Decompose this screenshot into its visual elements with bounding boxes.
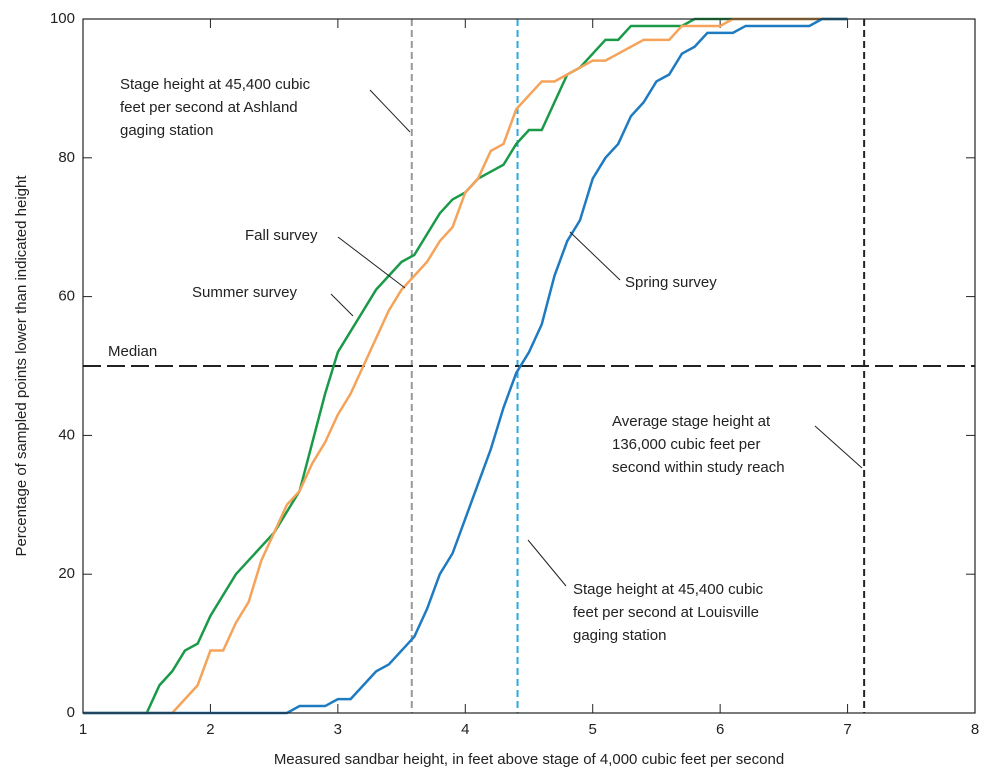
- x-tick-label: 3: [334, 721, 342, 738]
- x-tick-label: 1: [79, 721, 87, 738]
- annotation: second within study reach: [612, 459, 785, 476]
- series-label: Fall survey: [245, 227, 318, 244]
- y-tick-label: 60: [58, 288, 75, 305]
- annotation: feet per second at Louisville: [573, 604, 759, 621]
- series-label: Spring survey: [625, 274, 717, 291]
- x-tick-label: 2: [206, 721, 214, 738]
- series-line: [83, 17, 848, 715]
- series-label: Summer survey: [192, 284, 298, 301]
- x-tick-label: 8: [971, 721, 979, 738]
- y-tick-label: 100: [50, 10, 75, 27]
- x-tick-label: 4: [461, 721, 469, 738]
- leader-line: [814, 425, 863, 469]
- y-tick-label: 0: [67, 704, 75, 721]
- annotation: Stage height at 45,400 cubic: [573, 581, 764, 598]
- x-axis-label: Measured sandbar height, in feet above s…: [274, 751, 784, 768]
- leader-line: [330, 293, 354, 317]
- x-tick-label: 7: [843, 721, 851, 738]
- annotation: Stage height at 45,400 cubic: [120, 76, 311, 93]
- annotation: 136,000 cubic feet per: [612, 436, 760, 453]
- annotation: Average stage height at: [612, 413, 771, 430]
- plot-frame: [82, 18, 976, 714]
- leader-line: [527, 539, 567, 587]
- y-axis-label: Percentage of sampled points lower than …: [13, 175, 30, 557]
- y-tick-label: 40: [58, 426, 75, 443]
- annotation: gaging station: [120, 122, 213, 139]
- x-tick-label: 6: [716, 721, 724, 738]
- y-tick-label: 20: [58, 565, 75, 582]
- leader-line: [369, 89, 411, 133]
- leader-line: [337, 236, 406, 289]
- leader-line: [569, 231, 621, 281]
- annotation: Median: [108, 343, 157, 360]
- x-tick-label: 5: [589, 721, 597, 738]
- y-tick-label: 80: [58, 149, 75, 166]
- annotation: gaging station: [573, 627, 666, 644]
- annotation: feet per second at Ashland: [120, 99, 298, 116]
